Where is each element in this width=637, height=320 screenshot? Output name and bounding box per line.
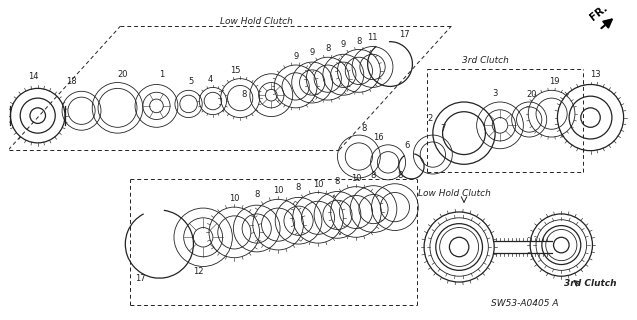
- Text: 16: 16: [373, 133, 383, 142]
- Text: 6: 6: [404, 141, 409, 150]
- Text: 11: 11: [368, 33, 378, 42]
- Text: 3rd Clutch: 3rd Clutch: [462, 56, 509, 65]
- Text: 9: 9: [310, 48, 315, 57]
- Text: 10: 10: [313, 180, 323, 189]
- Text: 3rd Clutch: 3rd Clutch: [564, 279, 617, 288]
- Text: 8: 8: [254, 190, 259, 199]
- Text: 12: 12: [193, 267, 204, 276]
- Text: Low Hold Clutch: Low Hold Clutch: [418, 189, 490, 198]
- Text: 8: 8: [296, 183, 301, 192]
- Text: 10: 10: [351, 174, 361, 183]
- Text: 7: 7: [440, 124, 445, 133]
- Text: 8: 8: [335, 177, 340, 186]
- Text: 14: 14: [27, 72, 38, 81]
- Text: 17: 17: [399, 30, 410, 39]
- Text: 4: 4: [208, 75, 213, 84]
- Text: 20: 20: [527, 90, 538, 99]
- Text: 8: 8: [361, 124, 366, 133]
- Text: 17: 17: [134, 274, 145, 283]
- Text: 8: 8: [356, 36, 362, 46]
- Text: 8: 8: [371, 171, 376, 180]
- Text: FR.: FR.: [587, 3, 609, 22]
- Text: SW53-A0405 A: SW53-A0405 A: [490, 300, 558, 308]
- Text: 10: 10: [229, 194, 240, 203]
- Text: 10: 10: [273, 187, 283, 196]
- Text: 8: 8: [325, 44, 331, 53]
- Text: 15: 15: [230, 66, 241, 75]
- Text: 9: 9: [341, 41, 346, 50]
- Text: 3: 3: [492, 89, 498, 98]
- Text: 8: 8: [397, 171, 403, 180]
- Text: 1: 1: [159, 70, 164, 79]
- Text: 20: 20: [117, 70, 127, 79]
- Text: 2: 2: [427, 115, 433, 124]
- Text: 8: 8: [241, 90, 247, 99]
- Text: 13: 13: [590, 70, 601, 79]
- Text: 19: 19: [549, 77, 560, 86]
- Text: 18: 18: [66, 76, 77, 85]
- Text: 5: 5: [189, 77, 194, 86]
- Text: Low Hold Clutch: Low Hold Clutch: [220, 17, 293, 26]
- Text: 9: 9: [293, 52, 298, 61]
